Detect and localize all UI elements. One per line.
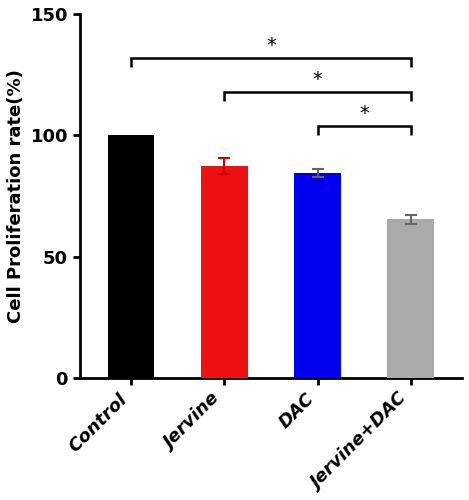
Text: *: * — [359, 104, 369, 123]
Y-axis label: Cell Proliferation rate(%): Cell Proliferation rate(%) — [7, 69, 25, 323]
Bar — [108, 136, 154, 378]
Text: *: * — [266, 36, 276, 55]
Text: *: * — [313, 70, 323, 89]
Bar — [201, 166, 248, 378]
Bar — [294, 173, 341, 378]
Bar — [387, 219, 434, 378]
